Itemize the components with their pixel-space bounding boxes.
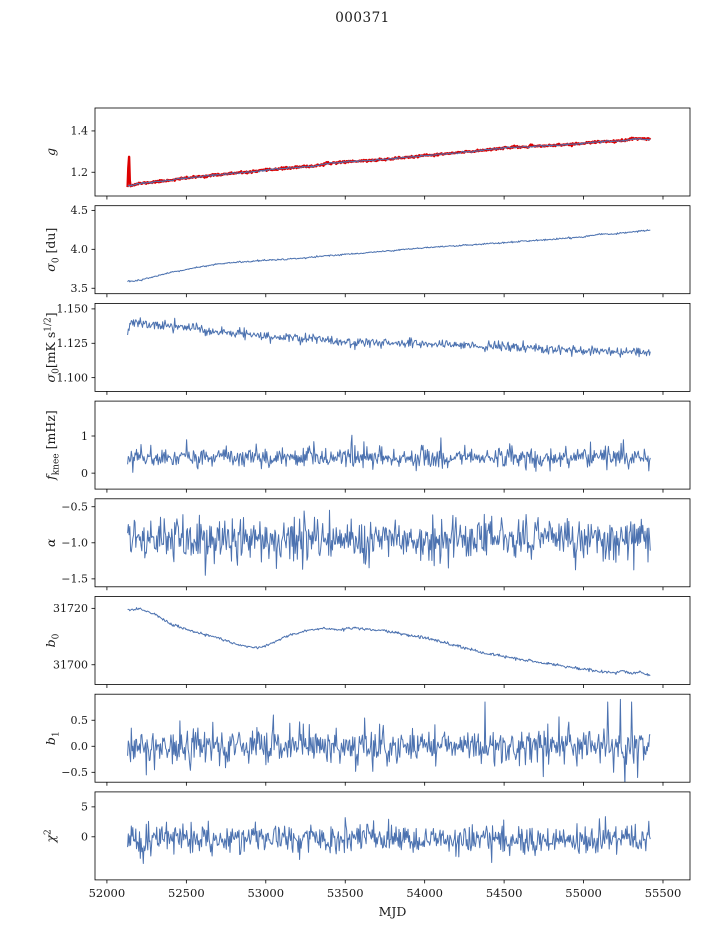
subplot-b0: 31700 31720 b0	[43, 596, 691, 688]
y-tick-label: 1.100	[57, 371, 89, 384]
axes-frame	[94, 693, 691, 783]
x-tick-label: 55000	[565, 886, 602, 900]
series-b1	[127, 698, 651, 783]
y-tick-label: 0	[81, 831, 88, 844]
y-tick-label: 1	[81, 430, 88, 443]
subplot-alpha: −1.5 −1.0 −0.5 α	[43, 498, 691, 591]
y-tick-label: 4.5	[71, 204, 89, 217]
axes-frame	[94, 302, 691, 392]
y-tick-label: 31700	[53, 659, 88, 672]
axes-frame	[94, 596, 691, 685]
y-tick-label: 0.0	[71, 740, 89, 753]
y-tick-label: 1.2	[71, 166, 89, 179]
series-alpha	[127, 509, 651, 576]
y-tick-label: 1.125	[57, 337, 89, 350]
y-axis-label-b1: b1	[43, 731, 62, 745]
y-tick-label: −0.5	[61, 501, 88, 514]
axes-frame	[94, 400, 691, 490]
y-tick-label: 1.4	[71, 125, 89, 138]
y-tick-label: 5	[81, 801, 88, 814]
series-g-fit-red	[126, 136, 652, 188]
axes-frame	[94, 791, 691, 881]
x-tick-label: 52500	[168, 886, 205, 900]
x-tick-label: 54500	[486, 886, 523, 900]
y-axis-label-b0: b0	[43, 633, 62, 647]
y-tick-label: 3.5	[71, 282, 89, 295]
axes-frame	[94, 107, 691, 197]
series-g-gain-blue	[127, 137, 651, 187]
x-tick-label: 53000	[247, 886, 284, 900]
y-axis-label-alpha: α	[43, 538, 58, 547]
y-tick-label: 0.5	[71, 714, 89, 727]
y-tick-label: −0.5	[61, 766, 88, 779]
x-tick-label: 52000	[89, 886, 126, 900]
y-tick-label: 4.0	[71, 243, 89, 256]
subplot-chi2: 0 5 52000 52500 53000 53500 54000 54500 55000 555…	[43, 791, 691, 900]
series-chi2	[127, 816, 651, 864]
y-axis-label-sigma0-du: σ0 [du]	[43, 228, 62, 272]
axes-frame	[94, 205, 691, 295]
y-axis-label-chi2: χ2	[43, 829, 58, 843]
y-axis-label-sigma0-mks: σ0[mK s1/2]	[43, 312, 62, 382]
y-tick-label: 1.150	[57, 303, 89, 316]
subplot-b1: −0.5 0.0 0.5 b1	[43, 693, 691, 786]
subplot-g: 1.2 1.4 g	[43, 107, 691, 200]
y-tick-label: −1.5	[61, 573, 88, 586]
series-fknee	[127, 434, 651, 473]
x-tick-label: 55500	[645, 886, 682, 900]
chart-canvas: 1.2 1.4 g 3.5 4.0 4.5 σ0 [du] 1.100 1.125 1.150σ0…	[43, 107, 691, 919]
subplot-fknee: 0 1 fknee [mHz]	[43, 400, 691, 493]
series-sigma0-mks	[127, 317, 651, 358]
y-tick-label: −1.0	[61, 537, 88, 550]
x-axis-label: MJD	[379, 904, 407, 919]
x-tick-label: 53500	[327, 886, 364, 900]
series-sigma0-du	[127, 229, 651, 283]
subplot-sigma0-du: 3.5 4.0 4.5 σ0 [du]	[43, 204, 691, 298]
figure-title: 000371	[335, 10, 390, 26]
y-tick-label: 0	[81, 467, 88, 480]
y-axis-label-fknee: fknee [mHz]	[43, 410, 62, 481]
y-tick-label: 31720	[53, 602, 88, 615]
x-tick-label: 54000	[406, 886, 443, 900]
y-axis-label-g: g	[43, 148, 58, 156]
series-b0	[127, 607, 651, 677]
